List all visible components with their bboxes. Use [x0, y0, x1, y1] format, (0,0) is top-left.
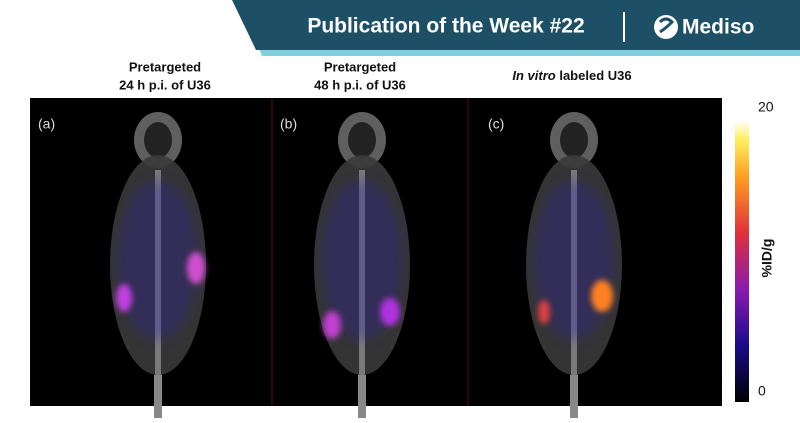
- tumor: [380, 298, 400, 326]
- colorbar: [735, 120, 749, 402]
- title-italic: In vitro: [512, 68, 555, 83]
- panel-title: Pretargeted: [129, 59, 201, 74]
- brand-logo-mark: [658, 17, 675, 34]
- panel-title: 48 h p.i. of U36: [314, 77, 406, 92]
- tail: [358, 375, 366, 420]
- uptake: [322, 180, 402, 340]
- skull-inner: [348, 122, 376, 158]
- tumor: [538, 300, 550, 324]
- tumor: [591, 280, 613, 312]
- tail: [570, 375, 578, 420]
- panel-label: (b): [280, 116, 297, 132]
- uptake: [118, 180, 198, 340]
- tumor: [116, 284, 132, 312]
- tumor: [323, 311, 341, 339]
- mice: [110, 112, 622, 420]
- colorbar-max: 20: [758, 99, 774, 115]
- panel-title: In vitro labeled U36: [512, 68, 631, 83]
- colorbar-unit: %ID/g: [759, 239, 775, 278]
- banner-title: Publication of the Week #22: [307, 15, 584, 38]
- panel-title: Pretargeted: [324, 59, 396, 74]
- tail: [154, 375, 162, 420]
- colorbar-min: 0: [758, 383, 766, 399]
- skull-inner: [560, 122, 588, 158]
- brand-name: Mediso: [682, 16, 754, 39]
- tumor: [187, 252, 205, 284]
- title-rest: labeled U36: [559, 68, 631, 83]
- skull-inner: [144, 122, 172, 158]
- panel-title: 24 h p.i. of U36: [119, 77, 211, 92]
- panel-label: (c): [488, 116, 504, 132]
- banner: [232, 0, 800, 50]
- panel-label: (a): [38, 116, 55, 132]
